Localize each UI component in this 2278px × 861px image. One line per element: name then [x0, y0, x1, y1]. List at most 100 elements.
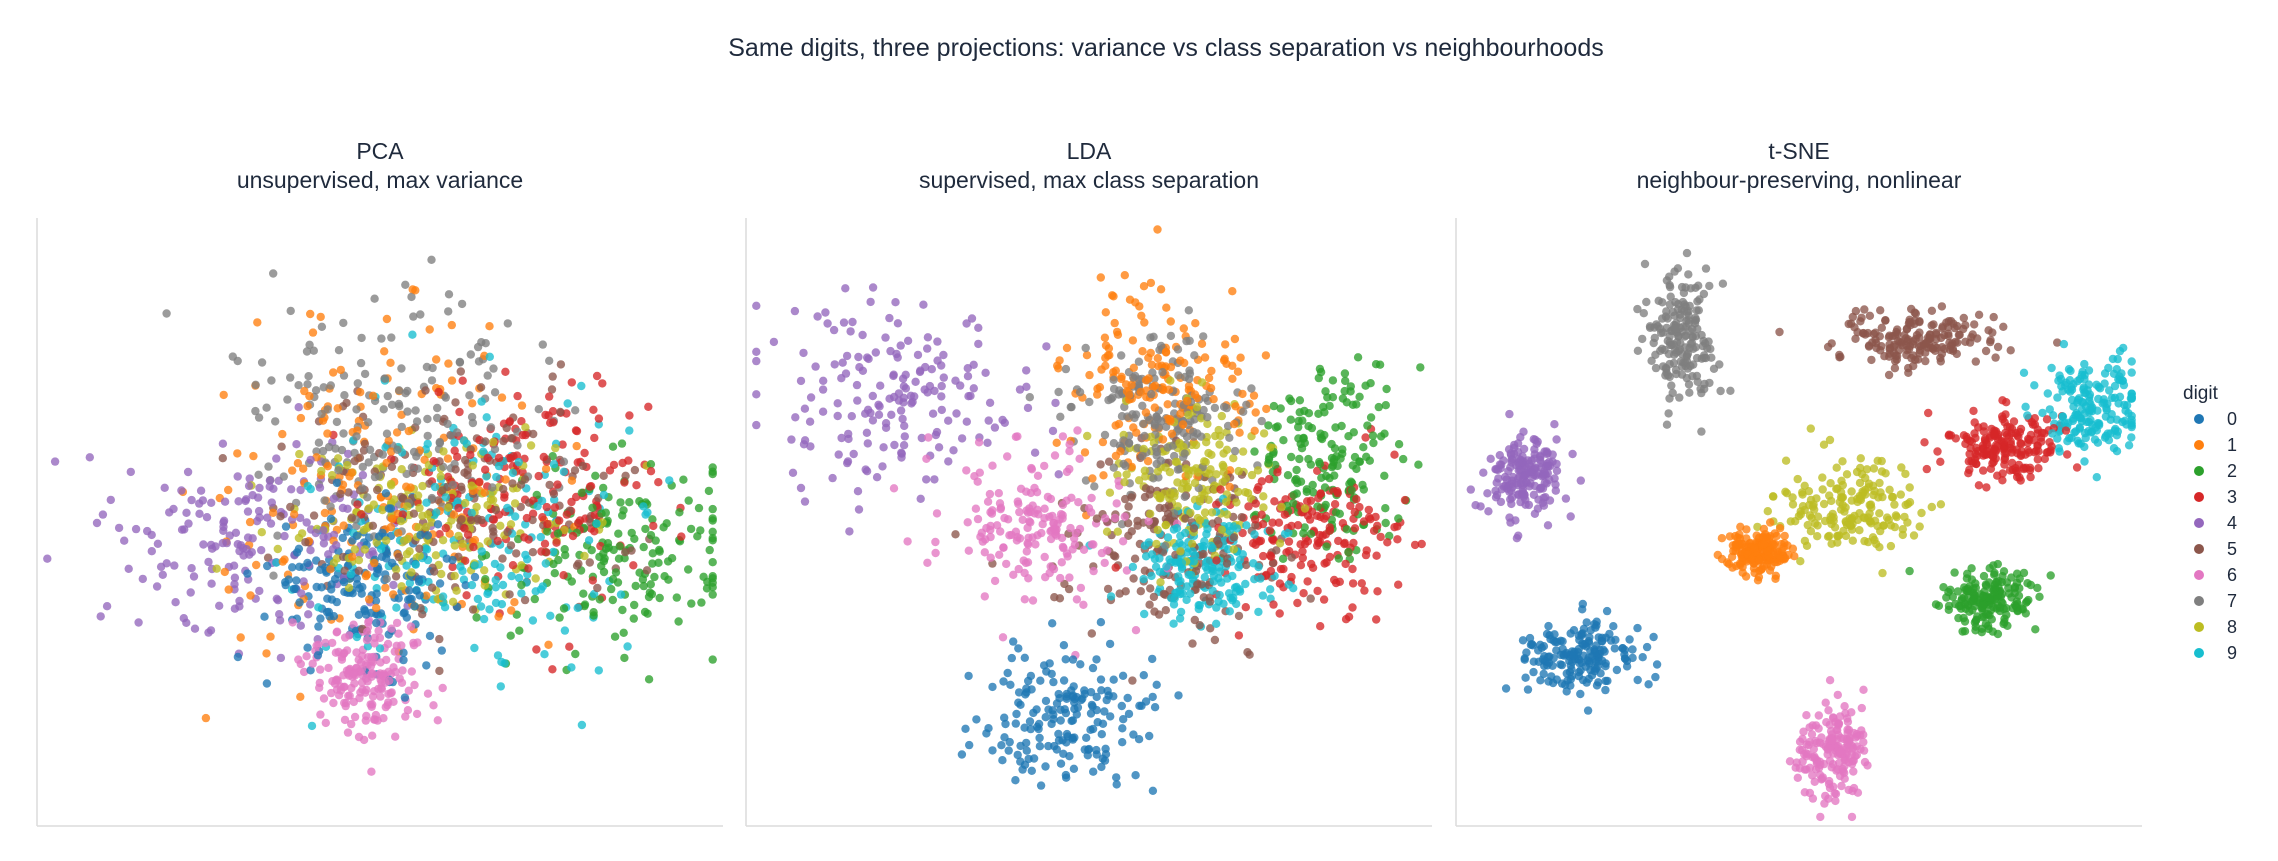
scatter-point-digit-3 — [1376, 532, 1385, 542]
scatter-point-digit-4 — [806, 442, 815, 451]
scatter-point-digit-5 — [1955, 330, 1964, 339]
scatter-point-digit-2 — [616, 498, 625, 507]
scatter-point-digit-8 — [403, 534, 412, 544]
scatter-point-digit-2 — [1265, 452, 1274, 462]
scatter-point-digit-2 — [625, 498, 634, 507]
scatter-point-digit-0 — [1137, 701, 1146, 710]
scatter-point-digit-2 — [1340, 369, 1350, 378]
scatter-point-digit-8 — [1192, 402, 1202, 412]
scatter-point-digit-8 — [1881, 469, 1890, 478]
scatter-point-digit-7 — [1189, 432, 1199, 441]
scatter-point-digit-6 — [995, 550, 1004, 559]
scatter-point-digit-5 — [218, 454, 227, 463]
scatter-point-digit-5 — [476, 383, 486, 392]
scatter-point-digit-0 — [1145, 731, 1154, 741]
scatter-point-digit-3 — [548, 407, 558, 416]
scatter-point-digit-6 — [1070, 540, 1080, 549]
scatter-point-digit-9 — [1232, 524, 1242, 533]
scatter-point-digit-6 — [316, 710, 325, 719]
scatter-point-digit-4 — [834, 450, 843, 459]
scatter-point-digit-1 — [316, 312, 325, 322]
scatter-point-digit-8 — [369, 500, 378, 509]
scatter-point-digit-4 — [752, 347, 761, 356]
scatter-point-digit-0 — [1118, 724, 1127, 733]
scatter-point-digit-8 — [403, 502, 412, 511]
scatter-point-digit-3 — [534, 471, 543, 481]
scatter-point-digit-4 — [833, 411, 842, 421]
scatter-point-digit-7 — [1081, 343, 1090, 353]
scatter-point-digit-4 — [830, 360, 839, 369]
scatter-point-digit-6 — [347, 719, 356, 729]
scatter-point-digit-6 — [1073, 426, 1082, 435]
scatter-point-digit-7 — [1661, 371, 1670, 380]
scatter-point-digit-1 — [1262, 404, 1271, 414]
scatter-point-digit-2 — [610, 632, 620, 641]
scatter-point-digit-0 — [1080, 689, 1089, 699]
scatter-point-digit-3 — [1296, 561, 1306, 570]
scatter-point-digit-7 — [286, 306, 295, 316]
scatter-point-digit-8 — [1275, 539, 1285, 548]
scatter-point-digit-9 — [567, 663, 576, 672]
scatter-point-digit-2 — [1334, 554, 1344, 563]
scatter-point-digit-8 — [1219, 449, 1228, 458]
scatter-point-digit-6 — [389, 697, 398, 706]
scatter-point-digit-5 — [1890, 364, 1900, 373]
scatter-point-digit-2 — [675, 508, 684, 517]
scatter-point-digit-9 — [1162, 562, 1171, 571]
scatter-point-digit-3 — [1305, 515, 1315, 524]
scatter-point-digit-4 — [990, 423, 1000, 432]
scatter-point-digit-1 — [1251, 408, 1260, 417]
scatter-point-digit-5 — [642, 566, 652, 575]
scatter-point-digit-4 — [218, 439, 228, 448]
scatter-point-digit-4 — [1552, 435, 1561, 444]
scatter-point-digit-9 — [2115, 346, 2125, 356]
scatter-point-digit-0 — [1044, 741, 1053, 751]
scatter-point-digit-7 — [1685, 388, 1694, 397]
scatter-point-digit-0 — [357, 589, 366, 598]
scatter-point-digit-0 — [1049, 710, 1058, 719]
scatter-point-digit-1 — [501, 475, 510, 484]
scatter-point-digit-3 — [567, 378, 576, 387]
scatter-point-digit-9 — [584, 536, 594, 545]
scatter-point-digit-9 — [496, 563, 505, 572]
scatter-point-digit-2 — [684, 565, 693, 574]
scatter-point-digit-9 — [1167, 594, 1176, 603]
scatter-point-digit-4 — [881, 333, 890, 342]
scatter-point-digit-7 — [364, 458, 373, 467]
scatter-point-digit-9 — [1225, 607, 1235, 616]
scatter-point-digit-2 — [1286, 415, 1296, 424]
scatter-point-digit-4 — [799, 348, 808, 358]
scatter-point-digit-3 — [629, 561, 638, 570]
scatter-point-digit-1 — [1250, 426, 1259, 435]
scatter-point-digit-3 — [2063, 450, 2072, 459]
scatter-point-digit-4 — [854, 352, 863, 362]
scatter-point-digit-0 — [1045, 659, 1054, 668]
scatter-point-digit-2 — [1366, 413, 1376, 422]
scatter-point-digit-2 — [1328, 393, 1338, 402]
scatter-point-digit-0 — [381, 489, 391, 498]
scatter-point-digit-9 — [491, 598, 501, 608]
scatter-point-digit-9 — [422, 545, 432, 554]
scatter-point-digit-8 — [452, 586, 461, 595]
scatter-point-digit-2 — [597, 561, 606, 571]
scatter-point-digit-4 — [207, 579, 216, 588]
scatter-point-digit-8 — [1083, 431, 1092, 441]
scatter-point-digit-2 — [472, 613, 481, 622]
scatter-point-digit-4 — [43, 554, 52, 563]
scatter-point-digit-8 — [1222, 510, 1232, 519]
scatter-point-digit-6 — [319, 694, 329, 703]
scatter-point-digit-4 — [179, 614, 188, 623]
scatter-point-digit-2 — [1346, 387, 1355, 396]
scatter-point-digit-4 — [306, 455, 315, 465]
scatter-point-digit-4 — [195, 509, 204, 518]
scatter-point-digit-7 — [317, 322, 327, 331]
scatter-point-digit-3 — [1313, 541, 1322, 550]
scatter-point-digit-9 — [2047, 363, 2056, 373]
scatter-point-digit-9 — [563, 399, 572, 408]
scatter-point-digit-2 — [655, 593, 664, 603]
scatter-point-digit-5 — [570, 466, 580, 475]
scatter-point-digit-5 — [457, 515, 466, 524]
scatter-point-digit-3 — [1266, 566, 1276, 576]
scatter-point-digit-7 — [490, 388, 500, 397]
scatter-point-digit-2 — [648, 515, 657, 524]
